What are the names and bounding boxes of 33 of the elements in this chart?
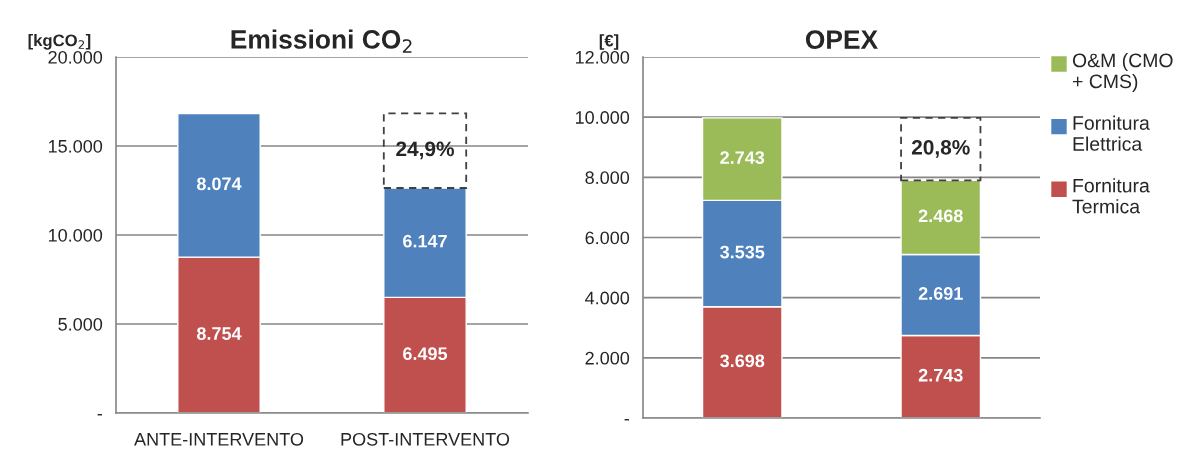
legend-label: Fornitura Termica xyxy=(1072,178,1150,214)
y-tick-label: - xyxy=(97,414,102,416)
y-tick-label: - xyxy=(624,419,629,421)
data-label: 2.743 xyxy=(918,368,963,382)
y-tick-label: 12.000 xyxy=(575,50,630,64)
chart-title: OPEX xyxy=(805,30,878,49)
data-label: 3.698 xyxy=(720,354,765,368)
y-axis-title: [kgCO$_{2}$] xyxy=(28,34,91,50)
annotation: 24,9% xyxy=(396,141,454,160)
data-label: 2.468 xyxy=(918,209,963,223)
y-tick-label: 8.000 xyxy=(585,171,630,185)
y-tick-label: 6.000 xyxy=(585,231,630,245)
data-label: 6.147 xyxy=(403,234,447,248)
x-tick-label: POST-INTERVENTO xyxy=(341,432,510,446)
chart-title: Emissioni CO$_{2}$ xyxy=(231,29,412,53)
y-tick-label: 5.000 xyxy=(58,317,103,331)
legend-label: O&M (CMO + CMS) xyxy=(1072,53,1173,93)
y-tick-label: 10.000 xyxy=(575,111,630,124)
y-tick-label: 20.000 xyxy=(48,50,103,64)
data-label: 8.754 xyxy=(196,327,242,340)
y-tick-label: 2.000 xyxy=(585,351,630,365)
data-label: 8.074 xyxy=(196,177,242,191)
y-axis-title: [€] xyxy=(599,34,619,50)
y-tick-label: 10.000 xyxy=(48,228,103,242)
data-label: 6.495 xyxy=(403,347,448,361)
y-tick-label: 4.000 xyxy=(585,291,630,305)
data-label: 2.743 xyxy=(720,151,765,165)
legend-label: Fornitura Elettrica xyxy=(1073,115,1150,151)
y-tick-label: 15.000 xyxy=(48,139,103,153)
annotation: 20,8% xyxy=(911,139,970,158)
data-label: 2.691 xyxy=(918,287,963,300)
x-tick-label: ANTE-INTERVENTO xyxy=(134,432,304,446)
data-label: 3.535 xyxy=(720,245,765,259)
